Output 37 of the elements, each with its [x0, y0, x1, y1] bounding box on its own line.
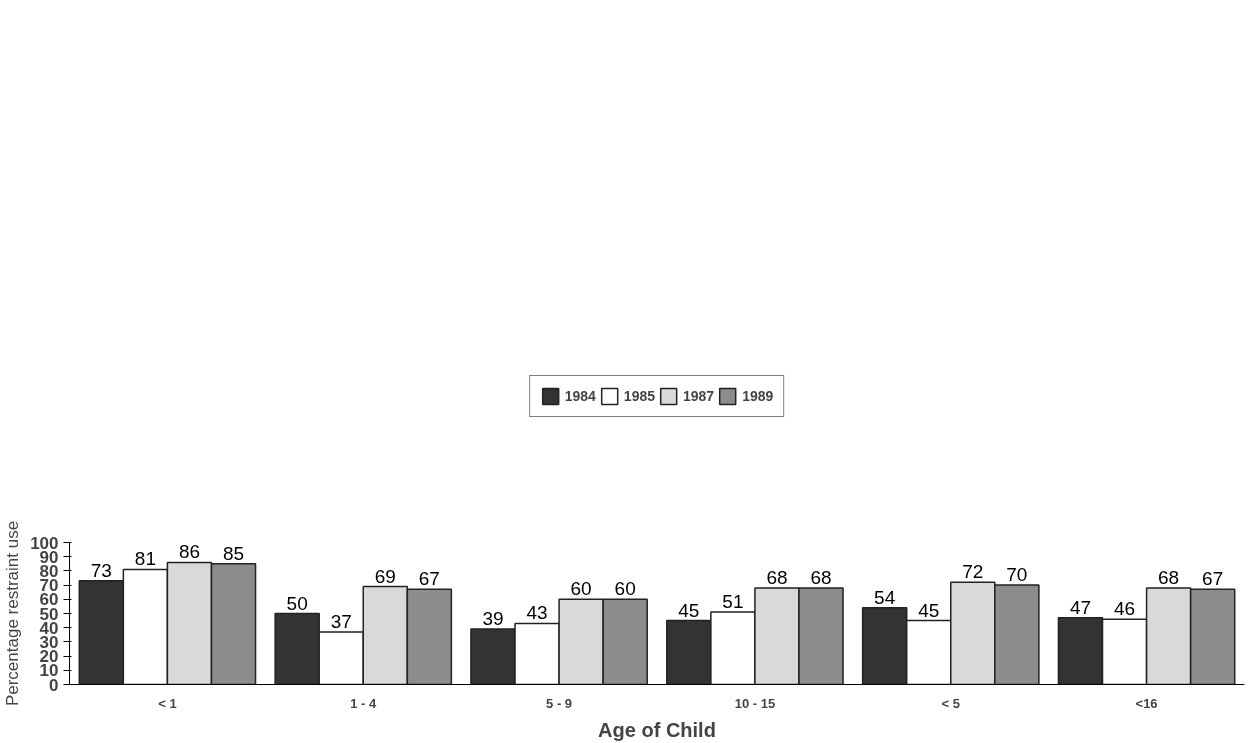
x-tick-label: < 5	[941, 695, 960, 711]
data-label: 86	[178, 541, 201, 563]
data-label: 67	[1202, 568, 1224, 590]
legend-label: 1984	[564, 388, 596, 404]
data-label: 69	[374, 565, 396, 587]
data-label: 45	[918, 599, 940, 621]
y-axis-title: Percentage restraint use	[3, 520, 23, 707]
x-tick-label: < 1	[158, 695, 177, 711]
data-label: 47	[1069, 596, 1092, 618]
y-tick-label: 0	[49, 675, 59, 695]
data-label: 73	[90, 559, 112, 581]
data-label: 72	[962, 561, 984, 583]
data-label: 85	[222, 542, 245, 564]
x-axis-title: Age of Child	[598, 718, 716, 741]
legend-label: 1987	[683, 388, 715, 404]
data-label: 46	[1113, 598, 1136, 620]
data-label: 39	[482, 608, 504, 630]
data-label: 70	[1006, 564, 1028, 586]
data-label: 37	[330, 610, 352, 632]
x-tick-label: 5 - 9	[546, 695, 573, 711]
data-label: 81	[134, 548, 156, 570]
data-label: 68	[1158, 566, 1180, 588]
data-label: 43	[526, 602, 548, 624]
legend-label: 1989	[742, 388, 774, 404]
x-tick-label: 10 - 15	[734, 695, 776, 711]
data-label: 60	[570, 578, 592, 600]
data-label: 50	[286, 592, 308, 614]
x-tick-label: <16	[1135, 695, 1158, 711]
data-label: 51	[722, 591, 744, 613]
data-label: 45	[678, 599, 700, 621]
data-label: 54	[874, 586, 896, 608]
data-label: 67	[418, 568, 440, 590]
legend-label: 1985	[623, 388, 655, 404]
data-label: 68	[766, 566, 788, 588]
data-label: 60	[614, 578, 636, 600]
x-tick-label: 1 - 4	[350, 695, 378, 711]
data-label: 68	[810, 566, 832, 588]
